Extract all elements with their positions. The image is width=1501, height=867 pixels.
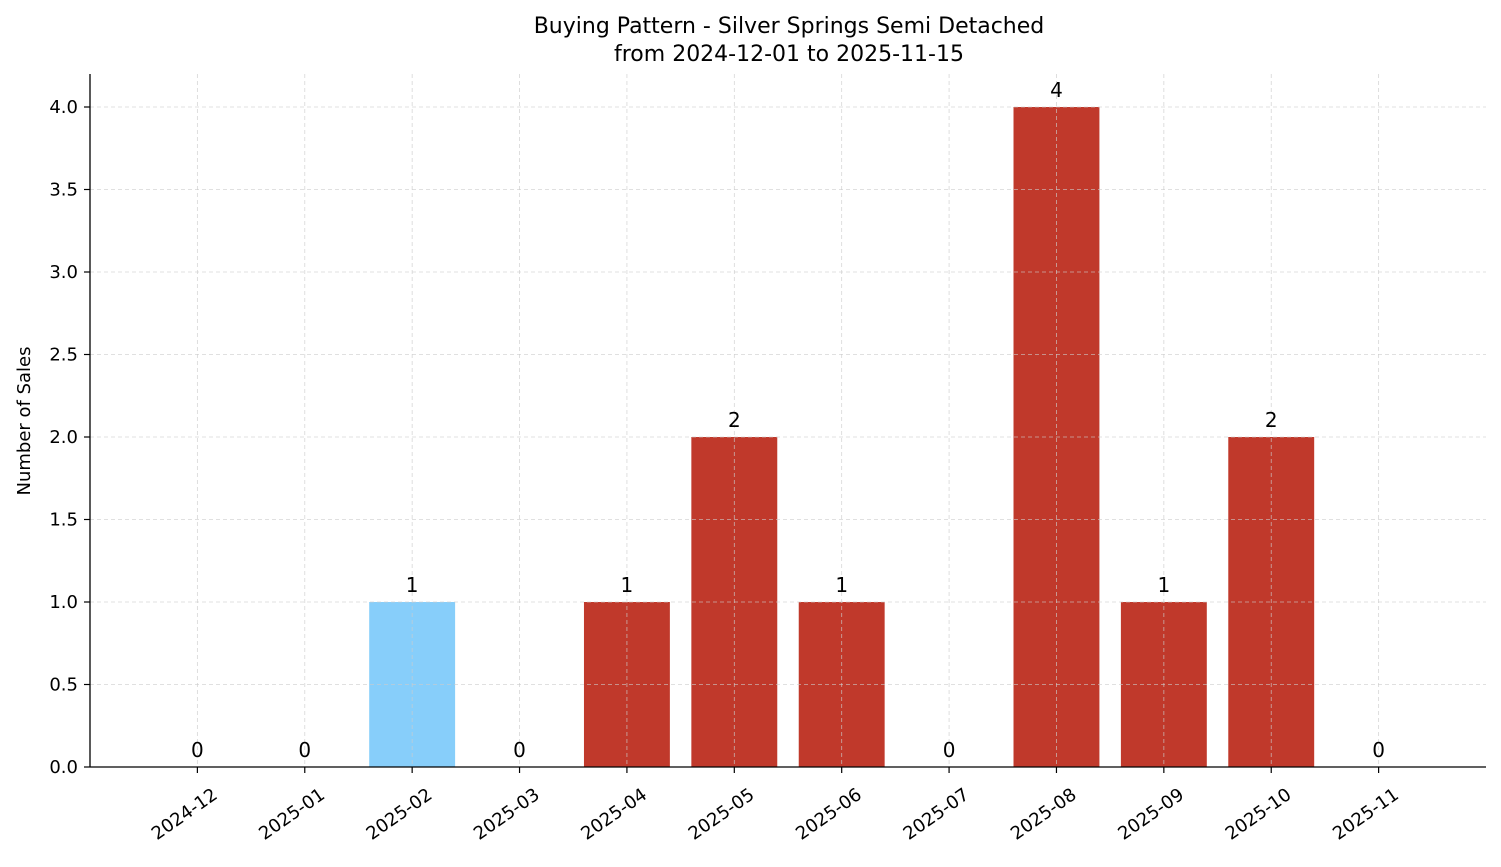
chart-title: Buying Pattern - Silver Springs Semi Det… xyxy=(534,14,1045,39)
y-tick-label: 2.0 xyxy=(49,427,78,448)
y-tick-label: 0.0 xyxy=(49,757,78,778)
x-tick-label: 2025-04 xyxy=(577,784,651,844)
x-tick-label: 2025-06 xyxy=(792,784,866,844)
data-label-2025-01: 0 xyxy=(298,738,311,762)
y-tick-label: 1.0 xyxy=(49,592,78,613)
y-tick-label: 2.5 xyxy=(49,345,78,366)
data-labels: 0 0 1 0 1 2 1 0 4 1 2 0 xyxy=(191,78,1385,762)
chart-subtitle: from 2024-12-01 to 2025-11-15 xyxy=(614,42,964,67)
y-tick-label: 1.5 xyxy=(49,510,78,531)
x-tick-label: 2025-02 xyxy=(363,784,437,844)
data-label-2025-04: 1 xyxy=(621,573,634,597)
x-tick-label: 2025-05 xyxy=(685,784,759,844)
x-tick-label: 2025-03 xyxy=(470,784,544,844)
y-tick-label: 3.5 xyxy=(49,180,78,201)
data-label-2025-11: 0 xyxy=(1372,738,1385,762)
data-label-2025-05: 2 xyxy=(728,408,741,432)
x-tick-label: 2024-12 xyxy=(148,784,222,844)
y-axis-label: Number of Sales xyxy=(14,346,35,495)
x-tick-label: 2025-08 xyxy=(1007,784,1081,844)
data-label-2025-06: 1 xyxy=(835,573,848,597)
y-tick-label: 3.0 xyxy=(49,262,78,283)
data-label-2025-09: 1 xyxy=(1157,573,1170,597)
x-tick-label: 2025-07 xyxy=(900,784,974,844)
data-label-2025-07: 0 xyxy=(943,738,956,762)
data-label-2025-08: 4 xyxy=(1050,78,1063,102)
data-label-2024-12: 0 xyxy=(191,738,204,762)
data-label-2025-03: 0 xyxy=(513,738,526,762)
x-tick-label: 2025-01 xyxy=(255,784,329,844)
data-label-2025-10: 2 xyxy=(1265,408,1278,432)
data-label-2025-02: 1 xyxy=(406,573,419,597)
grid-overlay xyxy=(90,74,1486,768)
x-tick-label: 2025-09 xyxy=(1114,784,1188,844)
y-tick-label: 0.5 xyxy=(49,675,78,696)
x-tick-label: 2025-10 xyxy=(1222,784,1296,844)
y-tick-label: 4.0 xyxy=(49,97,78,118)
x-tick-label: 2025-11 xyxy=(1329,784,1403,844)
